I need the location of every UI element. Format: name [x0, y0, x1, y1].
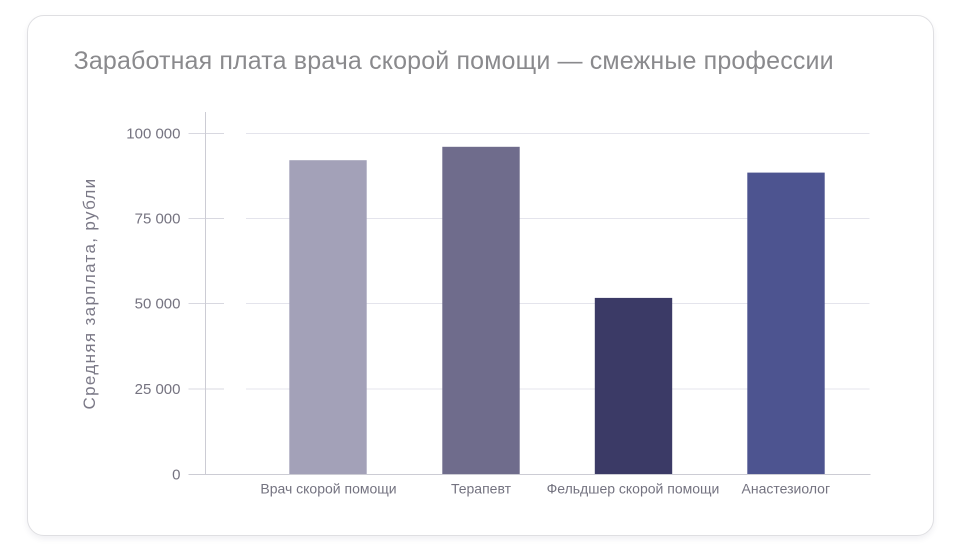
- svg-text:Терапевт: Терапевт: [451, 481, 512, 497]
- svg-text:Фельдшер скорой помощи: Фельдшер скорой помощи: [547, 481, 720, 497]
- svg-text:Анастезиолог: Анастезиолог: [742, 481, 831, 497]
- svg-text:Заработная плата врача скорой: Заработная плата врача скорой помощи — с…: [74, 47, 834, 75]
- svg-text:100 000: 100 000: [126, 126, 180, 143]
- svg-text:Врач скорой помощи: Врач скорой помощи: [260, 481, 396, 497]
- svg-text:25 000: 25 000: [135, 381, 181, 398]
- svg-text:0: 0: [172, 467, 180, 484]
- svg-text:Средняя зарплата, рубли: Средняя зарплата, рубли: [80, 177, 99, 409]
- svg-text:50 000: 50 000: [135, 296, 181, 313]
- svg-text:75 000: 75 000: [135, 211, 181, 228]
